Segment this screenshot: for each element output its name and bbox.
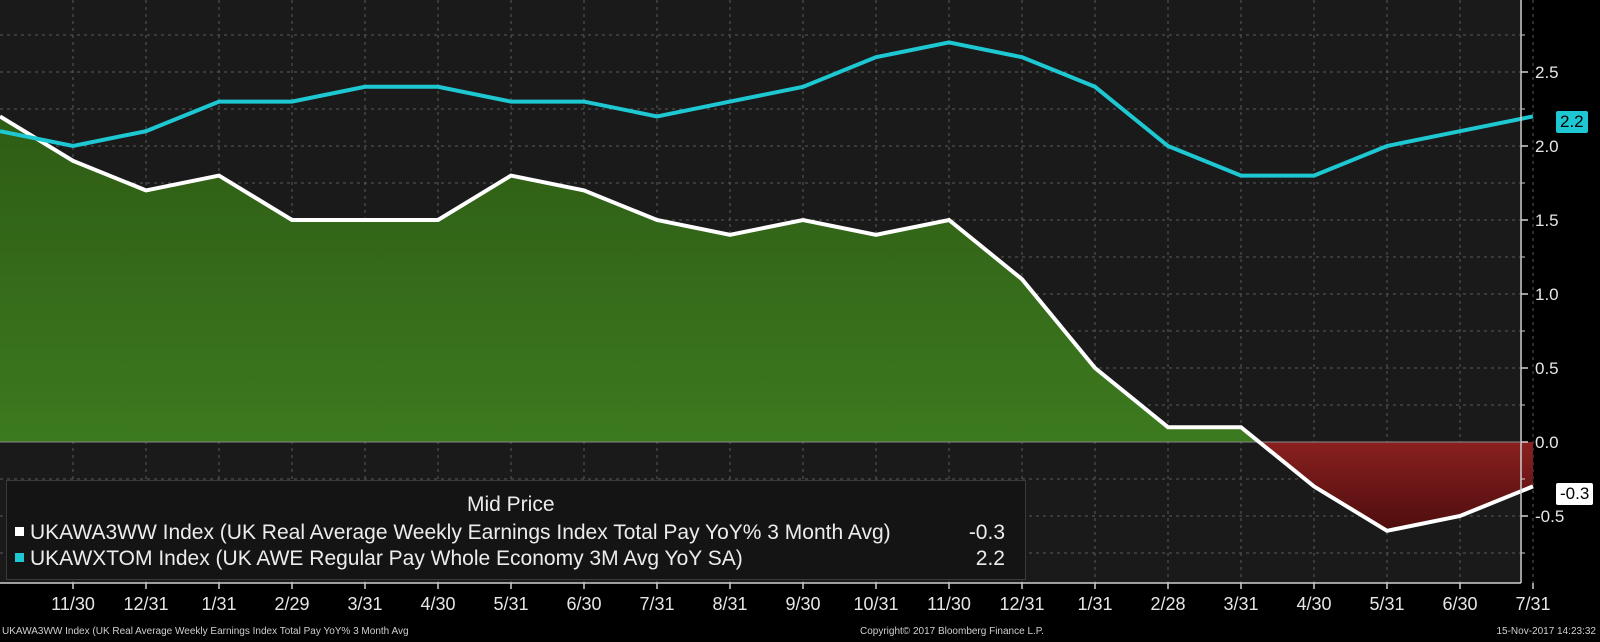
last-value-tag-white: -0.3 xyxy=(1556,483,1594,505)
legend-title: Mid Price xyxy=(467,493,555,516)
footer-left: UKAWA3WW Index (UK Real Average Weekly E… xyxy=(2,626,409,637)
x-tick-label: 11/30 xyxy=(51,594,95,614)
series-line-cyan xyxy=(0,40,1534,178)
x-tick-label: 5/31 xyxy=(493,594,528,614)
footer-copyright: Copyright© 2017 Bloomberg Finance L.P. xyxy=(860,626,1044,637)
legend-value-white: -0.3 xyxy=(968,521,1005,544)
y-tick-label: 1.0 xyxy=(1535,285,1559,304)
x-tick-label: 1/31 xyxy=(1077,594,1112,614)
area-positive-fill xyxy=(0,116,1260,443)
x-tick-label: 2/29 xyxy=(274,594,309,614)
x-tick-label: 4/30 xyxy=(1296,594,1331,614)
x-tick-label: 7/31 xyxy=(1515,594,1550,614)
legend-label-white: UKAWA3WW Index (UK Real Average Weekly E… xyxy=(30,521,891,544)
x-tick-label: 4/30 xyxy=(420,594,455,614)
y-tick-label: 0.5 xyxy=(1535,359,1559,378)
x-tick-label: 1/31 xyxy=(201,594,236,614)
footer-timestamp: 15-Nov-2017 14:23:32 xyxy=(1496,626,1596,637)
x-tick-label: 7/31 xyxy=(639,594,674,614)
x-tick-label: 12/31 xyxy=(999,594,1044,614)
last-value-tag-cyan: 2.2 xyxy=(1556,111,1588,133)
x-tick-label: 8/31 xyxy=(712,594,747,614)
y-tick-label: 2.0 xyxy=(1535,137,1559,156)
x-tick-label: 3/31 xyxy=(1223,594,1258,614)
y-tick-label: 1.5 xyxy=(1535,211,1559,230)
area-negative-fill xyxy=(1259,442,1533,531)
y-tick-label: -0.5 xyxy=(1535,507,1564,526)
x-tick-label: 12/31 xyxy=(123,594,168,614)
y-tick-label: 2.5 xyxy=(1535,63,1559,82)
legend: Mid Price UKAWA3WW Index (UK Real Averag… xyxy=(6,480,1026,580)
x-tick-label: 9/30 xyxy=(785,594,820,614)
x-tick-label: 3/31 xyxy=(347,594,382,614)
legend-swatch-cyan xyxy=(15,552,24,562)
legend-row-white: UKAWA3WW Index (UK Real Average Weekly E… xyxy=(15,521,891,545)
x-tick-label: 5/31 xyxy=(1369,594,1404,614)
x-tick-label: 6/30 xyxy=(1442,594,1477,614)
x-tick-label: 2/28 xyxy=(1150,594,1185,614)
legend-value-cyan: 2.2 xyxy=(975,547,1005,570)
x-tick-label: 10/31 xyxy=(853,594,898,614)
y-tick-label: 0.0 xyxy=(1535,433,1559,452)
x-tick-label: 6/30 xyxy=(566,594,601,614)
series-line-white xyxy=(0,114,1534,533)
legend-label-cyan: UKAWXTOM Index (UK AWE Regular Pay Whole… xyxy=(30,547,743,570)
legend-row-cyan: UKAWXTOM Index (UK AWE Regular Pay Whole… xyxy=(15,547,743,571)
legend-swatch-white xyxy=(15,526,24,536)
x-tick-label: 11/30 xyxy=(927,594,971,614)
